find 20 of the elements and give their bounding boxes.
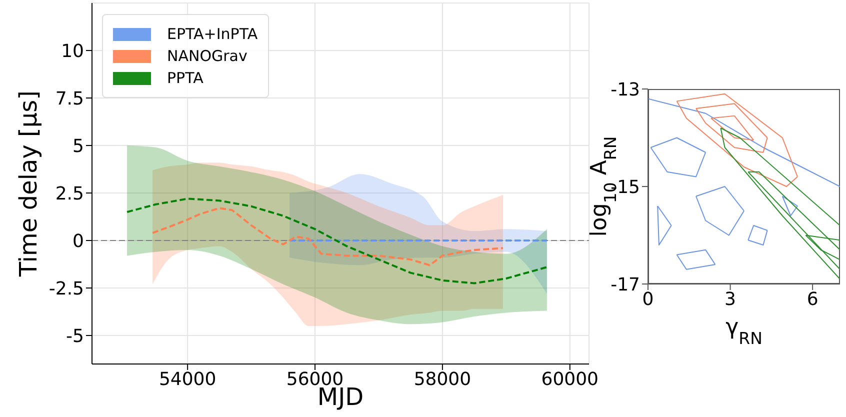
- legend-label: NANOGrav: [167, 47, 248, 65]
- x-tick-label: 6: [806, 288, 818, 310]
- y-tick-label: 5: [72, 136, 84, 157]
- y-axis-title: Time delay [μs]: [14, 90, 43, 278]
- legend-label: EPTA+InPTA: [167, 25, 258, 43]
- y-tick-label: 0: [72, 230, 84, 252]
- y-tick-label: -17: [610, 274, 640, 296]
- y-tick-label: 10: [61, 40, 84, 62]
- x-tick-label: 0: [642, 288, 654, 310]
- x-tick-label: 60000: [541, 368, 599, 390]
- y-tick-label: -5: [66, 326, 84, 347]
- x-tick-label: 58000: [414, 368, 472, 390]
- x-axis-title: γ$_{RN}$: [726, 315, 762, 348]
- legend-label: PPTA: [167, 69, 204, 87]
- x-tick-label: 54000: [158, 368, 216, 390]
- y-tick-label: 2.5: [55, 183, 84, 204]
- y-tick-label: 7.5: [55, 88, 84, 110]
- y-tick-label: -13: [610, 79, 640, 100]
- y-tick-label: -2.5: [48, 278, 84, 300]
- x-tick-label: 3: [724, 288, 736, 310]
